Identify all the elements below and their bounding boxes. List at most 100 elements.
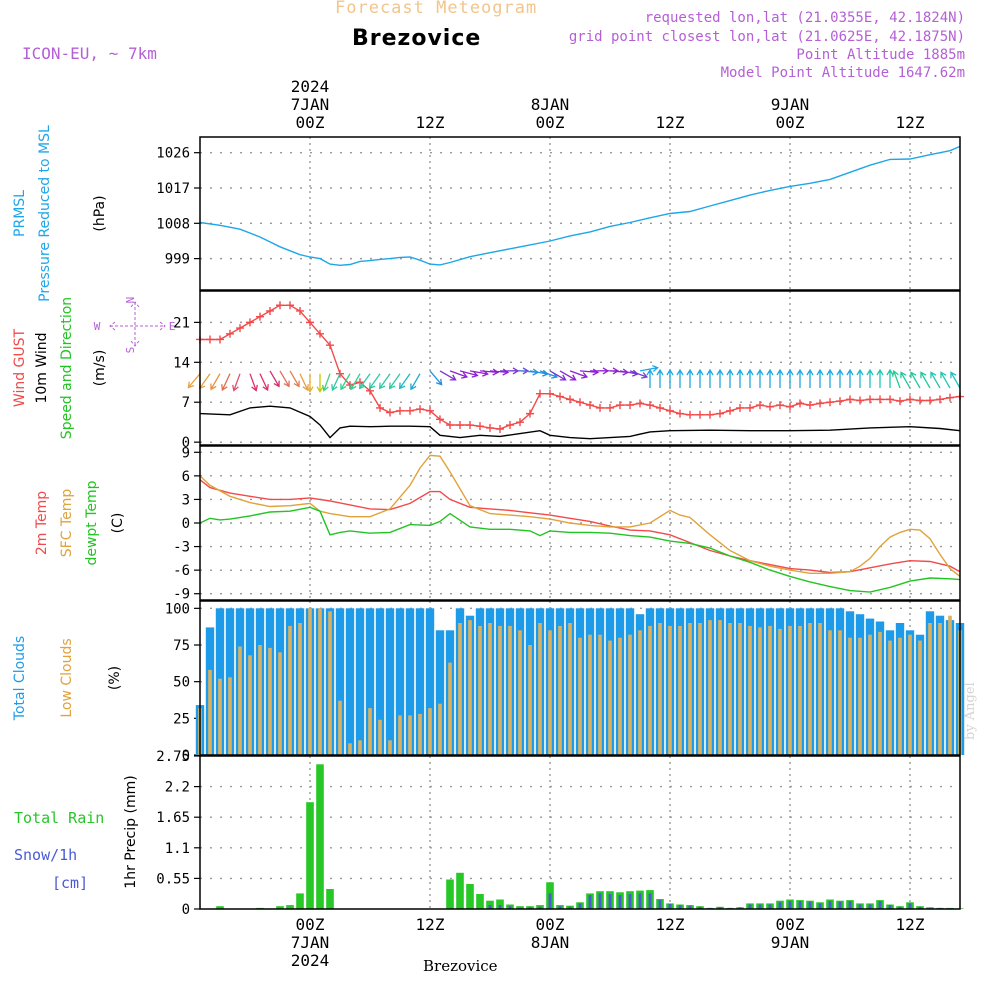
- wind-arrow: [340, 373, 351, 391]
- footer-station: Brezovice: [423, 957, 498, 975]
- panel-label: (m/s): [92, 350, 108, 387]
- low-cloud-bar: [438, 703, 442, 755]
- gust-marker: [646, 401, 654, 410]
- low-cloud-bar: [298, 623, 302, 755]
- bottom-time-label: 12Z: [416, 915, 445, 934]
- gust-marker: [566, 395, 574, 404]
- low-cloud-bar: [268, 647, 272, 755]
- y-tick-label: 2.2: [165, 780, 190, 796]
- gust-marker: [946, 393, 954, 402]
- snow-bar: [568, 906, 572, 909]
- low-cloud-bar: [468, 620, 472, 755]
- snow-bar: [898, 906, 902, 909]
- gust-marker: [596, 403, 604, 412]
- gust-marker: [746, 403, 754, 412]
- gust-marker: [236, 324, 244, 333]
- low-cloud-bar: [698, 623, 702, 755]
- snow-bar: [688, 905, 692, 909]
- low-cloud-bar: [948, 615, 952, 755]
- low-cloud-bar: [718, 620, 722, 755]
- low-cloud-bar: [348, 743, 352, 755]
- gust-marker: [796, 399, 804, 408]
- panel-label: (hPa): [92, 195, 108, 231]
- y-tick-label: 0: [182, 748, 190, 764]
- top-time-label: 12Z: [896, 113, 925, 132]
- wind-arrow: [358, 373, 371, 390]
- wind-arrow: [930, 371, 941, 389]
- wind-arrow: [950, 371, 961, 389]
- station-title: Brezovice: [352, 26, 482, 51]
- compass-north: N: [124, 297, 137, 304]
- gust-marker: [906, 395, 914, 404]
- wind-arrow: [269, 370, 280, 388]
- low-cloud-bar: [678, 625, 682, 755]
- wind-arrow: [579, 368, 600, 376]
- top-time-label: 8JAN: [531, 95, 570, 114]
- precip-axis-label: 1hr Precip (mm): [123, 775, 139, 888]
- compass-east: E: [169, 320, 176, 333]
- rain-bar: [516, 906, 524, 909]
- y-tick-label: 50: [173, 675, 190, 691]
- wind-arrow: [910, 371, 921, 389]
- snow-bar: [888, 905, 892, 909]
- wind-arrow: [306, 373, 314, 393]
- rain-bar: [476, 894, 484, 909]
- low-cloud-bar: [328, 611, 332, 755]
- bottom-time-label: 00Z: [296, 915, 325, 934]
- low-cloud-bar: [528, 645, 532, 755]
- wind-arrow: [639, 364, 659, 372]
- low-cloud-bar: [458, 623, 462, 755]
- total-cloud-bar: [415, 608, 425, 755]
- total-cloud-bar: [425, 608, 435, 755]
- low-cloud-bar: [598, 634, 602, 755]
- gust-marker: [446, 421, 454, 430]
- low-cloud-bar: [618, 637, 622, 755]
- total-cloud-bar: [365, 608, 375, 755]
- point-altitude: Point Altitude 1885m: [796, 47, 965, 63]
- y-tick-label: 1008: [156, 216, 190, 232]
- snow-bar: [578, 903, 582, 909]
- top-time-label: 7JAN: [291, 95, 330, 114]
- gust-marker: [546, 389, 554, 398]
- low-cloud-bar: [428, 708, 432, 755]
- gust-marker: [676, 409, 684, 418]
- wind-arrow: [549, 370, 567, 381]
- gust-marker: [886, 395, 894, 404]
- gust-marker: [506, 421, 514, 430]
- gust-marker: [836, 397, 844, 406]
- low-cloud-bar: [808, 623, 812, 755]
- y-tick-label: 1026: [156, 146, 190, 162]
- snow-bar: [538, 906, 542, 909]
- precip-rain-label: Total Rain: [14, 809, 104, 827]
- wind-arrow: [826, 368, 834, 388]
- wind-arrow: [726, 368, 734, 388]
- gust-marker: [806, 401, 814, 410]
- gust-marker: [286, 301, 294, 310]
- wind-arrow: [940, 371, 951, 389]
- y-tick-label: 14: [173, 355, 190, 371]
- gust-marker: [486, 423, 494, 432]
- series-dewpt-temp: [199, 506, 961, 593]
- low-cloud-bar: [448, 662, 452, 755]
- gust-marker: [846, 395, 854, 404]
- panel-label: Wind GUST: [12, 328, 28, 407]
- low-cloud-bar: [648, 625, 652, 755]
- low-cloud-bar: [758, 627, 762, 755]
- wind-arrow: [786, 368, 794, 388]
- panel-label: PRMSL: [12, 190, 28, 237]
- low-cloud-bar: [828, 630, 832, 755]
- snow-bar: [878, 901, 882, 909]
- low-cloud-bar: [728, 623, 732, 755]
- gust-marker: [216, 335, 224, 344]
- panel-frame: [199, 600, 961, 756]
- gust-marker: [926, 396, 934, 405]
- low-cloud-bar: [838, 630, 842, 755]
- low-cloud-bar: [918, 640, 922, 755]
- snow-bar: [508, 906, 512, 909]
- total-cloud-bar: [345, 608, 355, 755]
- y-tick-label: 7: [182, 395, 190, 411]
- low-cloud-bar: [558, 625, 562, 755]
- low-cloud-bar: [858, 637, 862, 755]
- gust-marker: [226, 329, 234, 338]
- snow-bar: [498, 905, 502, 909]
